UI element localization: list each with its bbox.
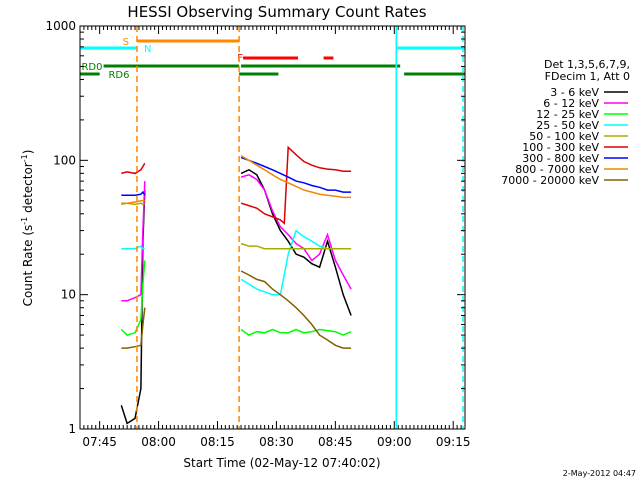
y-axis-label-sup: -1: [20, 217, 29, 225]
series-line: [121, 270, 352, 349]
y-axis-ticks: 1 10 100 1000: [45, 19, 465, 436]
x-tick-label: 09:00: [377, 435, 412, 449]
series-line: [121, 156, 352, 196]
state-label: RD0: [81, 62, 102, 73]
series-line: [120, 168, 352, 425]
state-labels: N S F RD0 RD6: [81, 37, 243, 81]
x-tick-label: 08:45: [318, 435, 353, 449]
y-axis-label-part: ): [21, 150, 35, 155]
y-tick-label: 100: [53, 153, 76, 167]
legend-header-line-2: FDecim 1, Att 0: [545, 70, 630, 83]
state-label: RD6: [108, 70, 129, 81]
legend-label: 25 - 50 keV: [536, 119, 599, 132]
legend-header-line-1: Det 1,3,5,6,7,9,: [544, 58, 630, 71]
state-label: F: [237, 53, 243, 64]
y-tick-label: 10: [61, 288, 76, 302]
legend-label: 3 - 6 keV: [550, 86, 599, 99]
series-line: [121, 145, 352, 225]
series-line: [121, 202, 352, 250]
state-label: N: [144, 44, 151, 55]
timestamp: 2-May-2012 04:47: [563, 469, 636, 478]
series-line: [121, 155, 352, 204]
state-bars: [80, 39, 465, 76]
vertical-markers: [136, 26, 464, 429]
legend-label: 12 - 25 keV: [536, 108, 599, 121]
state-label: S: [123, 37, 129, 48]
legend-label: 300 - 800 keV: [522, 152, 599, 165]
y-axis-label: Count Rate (s-1 detector-1): [20, 150, 35, 307]
x-axis-ticks: 07:45 08:00 08:15 08:30 08:45 09:00 09:15: [79, 26, 471, 449]
x-tick-label: 07:45: [82, 435, 117, 449]
legend-label: 800 - 7000 keV: [515, 163, 599, 176]
y-axis-label-part: Count Rate (s: [21, 225, 35, 307]
legend: Det 1,3,5,6,7,9, FDecim 1, Att 0 3 - 6 k…: [501, 58, 630, 187]
y-tick-label: 1000: [45, 19, 76, 33]
x-tick-label: 08:00: [141, 435, 176, 449]
series-line: [121, 173, 352, 302]
legend-label: 6 - 12 keV: [543, 97, 599, 110]
chart-title: HESSI Observing Summary Count Rates: [127, 3, 426, 21]
x-tick-label: 08:30: [259, 435, 294, 449]
legend-label: 100 - 300 keV: [522, 141, 599, 154]
series-line: [121, 229, 352, 296]
series-lines: [120, 145, 352, 425]
x-tick-label: 09:15: [436, 435, 471, 449]
x-axis-label: Start Time (02-May-12 07:40:02): [183, 456, 380, 470]
plot-frame: [79, 25, 466, 430]
y-axis-label-part: detector: [21, 162, 35, 217]
y-tick-label: 1: [68, 422, 76, 436]
legend-label: 50 - 100 keV: [529, 130, 599, 143]
legend-label: 7000 - 20000 keV: [501, 174, 599, 187]
x-tick-label: 08:15: [200, 435, 235, 449]
series-line: [120, 260, 352, 336]
y-axis-label-sup: -1: [20, 154, 29, 162]
